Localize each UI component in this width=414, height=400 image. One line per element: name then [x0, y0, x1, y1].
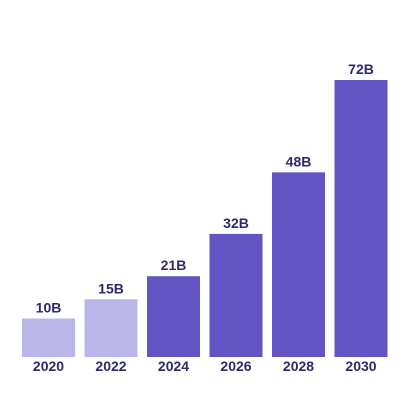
- category-label-2028: 2028: [283, 358, 314, 374]
- value-label-2030: 72B: [348, 61, 374, 77]
- value-label-2026: 32B: [223, 215, 249, 231]
- value-label-2022: 15B: [98, 280, 124, 296]
- bar-2030: [334, 80, 388, 357]
- category-label-2022: 2022: [95, 358, 126, 374]
- value-label-2024: 21B: [161, 257, 187, 273]
- value-label-2020: 10B: [36, 300, 62, 316]
- bar-2028: [272, 172, 325, 357]
- bar-2026: [209, 233, 263, 357]
- category-label-2020: 2020: [33, 358, 64, 374]
- category-labels-group: 2020 2022 2024 2026 2028 2030: [33, 358, 377, 374]
- bars-group: [22, 80, 388, 357]
- value-label-2028: 48B: [286, 153, 312, 169]
- category-label-2030: 2030: [345, 358, 376, 374]
- bar-2020: [22, 318, 75, 357]
- category-label-2026: 2026: [220, 358, 251, 374]
- bar-2024: [147, 276, 200, 357]
- category-label-2024: 2024: [158, 358, 189, 374]
- value-labels-group: 10B 15B 21B 32B 48B 72B: [36, 61, 374, 316]
- bar-2022: [84, 299, 138, 357]
